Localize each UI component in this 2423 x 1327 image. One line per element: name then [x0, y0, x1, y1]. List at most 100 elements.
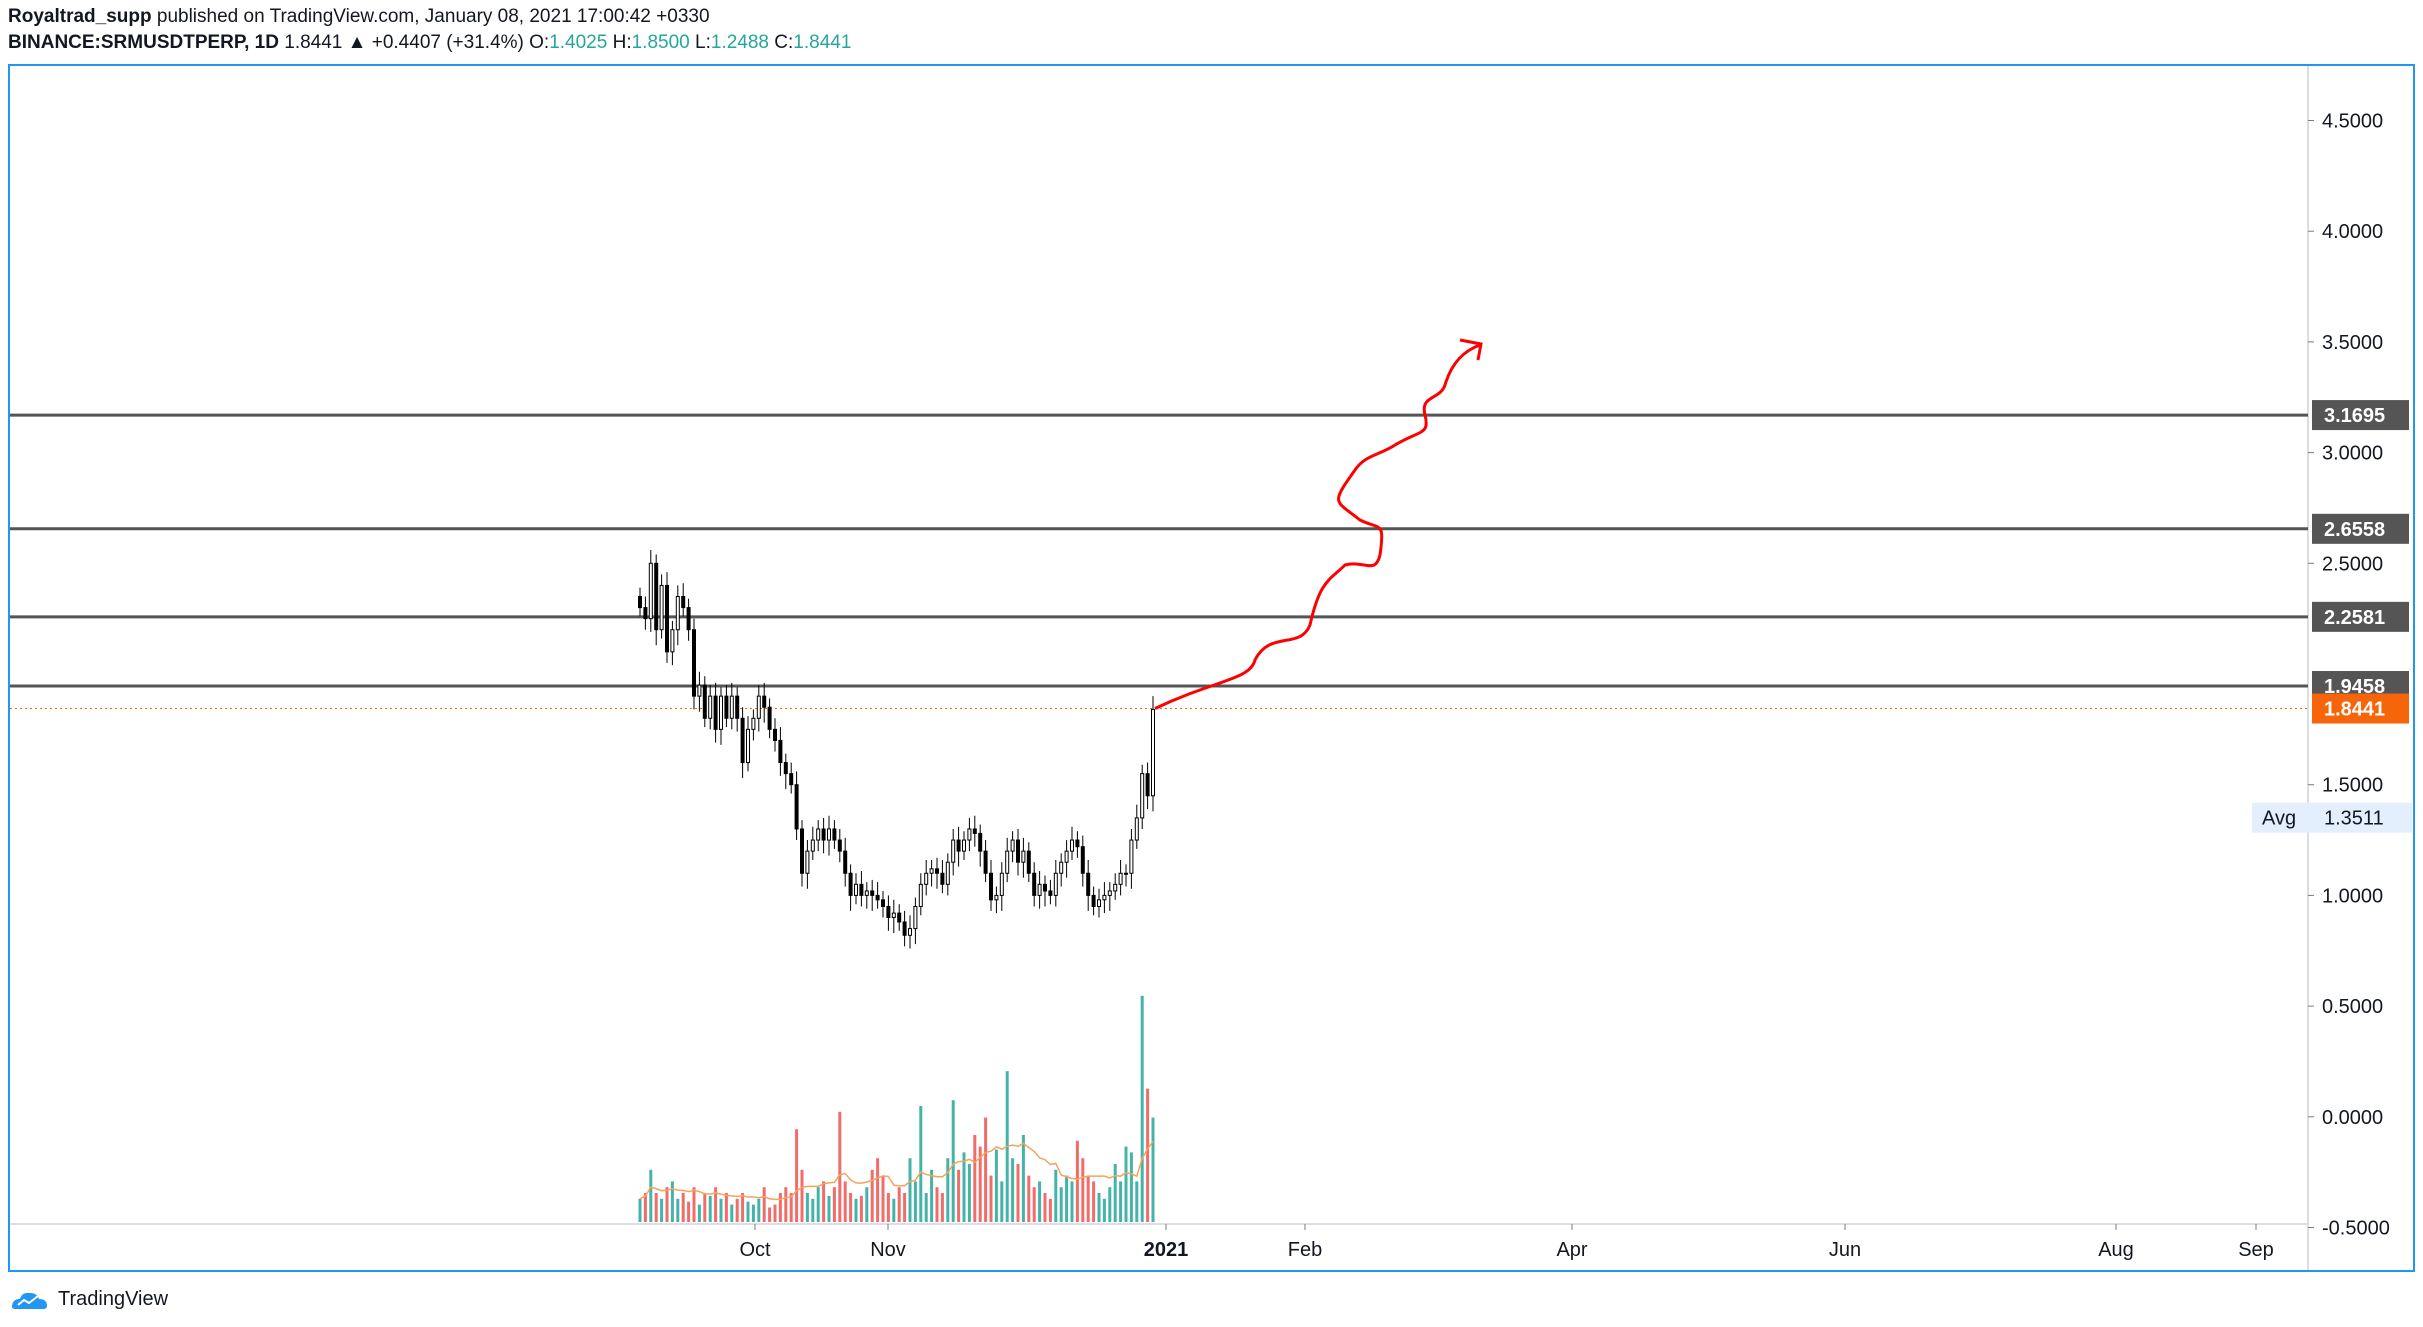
volume-bar	[1070, 1181, 1074, 1222]
candle-body	[989, 872, 993, 901]
volume-bar	[935, 1187, 939, 1222]
y-tick-label: 3.0000	[2322, 443, 2383, 465]
candle-body	[864, 890, 869, 896]
candle-body	[692, 629, 696, 697]
candle-body	[881, 899, 885, 907]
candle-body	[713, 695, 718, 730]
volume-bar	[805, 1193, 809, 1222]
volume-bar	[660, 1198, 664, 1222]
level-tag-label: 2.2581	[2324, 607, 2385, 629]
volume-bar	[1011, 1158, 1015, 1222]
y-tick-label: 4.0000	[2322, 221, 2383, 243]
candle-body	[1124, 872, 1128, 875]
candle-body	[945, 861, 950, 885]
y-tick-label: 1.0000	[2322, 885, 2383, 907]
volume-bar	[946, 1158, 950, 1222]
volume-bar	[1086, 1175, 1090, 1222]
candle-body	[1053, 872, 1058, 896]
volume-bar	[854, 1198, 858, 1222]
candle-body	[843, 850, 848, 874]
candle-body	[805, 850, 810, 874]
candle-body	[1032, 872, 1037, 896]
candle-body	[1129, 839, 1134, 874]
candle-body	[972, 828, 977, 834]
volume-bar	[930, 1169, 934, 1222]
volume-bar	[1129, 1152, 1133, 1222]
volume-bar	[719, 1198, 723, 1222]
candle-body	[816, 828, 821, 841]
candle-body	[902, 921, 907, 936]
candle-body	[1086, 872, 1091, 896]
volume-bar	[892, 1198, 896, 1222]
symbol-label: BINANCE:SRMUSDTPERP, 1D	[8, 32, 279, 53]
volume-bar	[1135, 1181, 1139, 1222]
candle-body	[746, 728, 750, 764]
volume-bar	[989, 1175, 993, 1222]
volume-bar	[724, 1193, 728, 1222]
low-label: L:	[695, 32, 711, 53]
projection-arrow-head	[1459, 338, 1483, 361]
avg-tag	[2252, 802, 2412, 833]
tradingview-logo-icon[interactable]	[10, 1289, 50, 1311]
volume-bar	[1065, 1175, 1069, 1222]
open-label: O:	[529, 32, 550, 53]
volume-bar	[1059, 1187, 1063, 1222]
author-name[interactable]: Royaltrad_supp	[8, 6, 152, 27]
volume-bar	[940, 1193, 944, 1222]
volume-bar	[757, 1198, 761, 1222]
x-tick-label: Nov	[870, 1239, 906, 1261]
volume-bar	[708, 1195, 712, 1222]
volume-bar	[1140, 995, 1144, 1222]
candle-body	[1048, 890, 1053, 896]
volume-bar	[784, 1187, 788, 1222]
candle-body	[1075, 839, 1080, 848]
x-tick-label: Apr	[1556, 1239, 1587, 1261]
candle-body	[643, 607, 648, 620]
footer: TradingView	[10, 1288, 168, 1311]
candle-body	[1091, 894, 1096, 907]
candle-body	[978, 832, 983, 852]
tradingview-brand[interactable]: TradingView	[58, 1288, 169, 1310]
volume-bar	[838, 1111, 842, 1222]
avg-value: 1.3511	[2324, 808, 2384, 830]
current-price-tag	[2312, 693, 2409, 724]
candle-body	[1064, 850, 1069, 863]
candle-body	[924, 872, 929, 885]
volume-bar	[859, 1195, 863, 1222]
volume-bar	[1081, 1158, 1085, 1222]
volume-bar	[703, 1193, 707, 1222]
volume-bar	[687, 1201, 691, 1222]
level-tag	[2312, 400, 2409, 431]
y-tick-label: 4.5000	[2322, 111, 2383, 133]
candle-body	[913, 905, 918, 930]
volume-bar	[768, 1207, 772, 1222]
candle-body	[886, 905, 891, 919]
y-tick-label: -0.5000	[2322, 1218, 2390, 1240]
candle-body	[908, 928, 912, 936]
level-tag	[2312, 513, 2409, 544]
level-tag-label: 3.1695	[2324, 405, 2385, 427]
y-tick-label: 2.5000	[2322, 553, 2383, 575]
candle-body	[1097, 899, 1101, 907]
candle-body	[778, 739, 783, 764]
volume-bar	[1000, 1181, 1004, 1222]
candle-body	[1102, 894, 1107, 901]
current-price-label: 1.8441	[2324, 699, 2385, 721]
candle-body	[854, 883, 858, 896]
candle-body	[659, 584, 664, 631]
candle-body	[681, 596, 686, 609]
volume-bar	[994, 1149, 998, 1222]
candle-body	[735, 695, 740, 719]
close-label: C:	[774, 32, 794, 53]
volume-bar	[811, 1198, 815, 1222]
volume-bar	[800, 1169, 804, 1222]
x-tick-label: Oct	[739, 1239, 771, 1261]
close-value: 1.8441	[793, 32, 852, 53]
candle-body	[929, 868, 934, 874]
volume-bar	[876, 1158, 880, 1222]
chart-frame[interactable]	[8, 64, 2415, 1272]
volume-bar	[789, 1193, 793, 1222]
volume-bar	[978, 1146, 982, 1222]
volume-bar	[1021, 1135, 1025, 1222]
